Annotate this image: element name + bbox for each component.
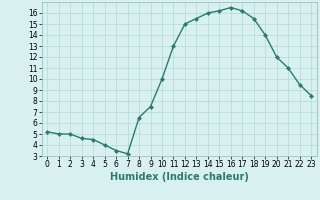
X-axis label: Humidex (Indice chaleur): Humidex (Indice chaleur) [110,172,249,182]
